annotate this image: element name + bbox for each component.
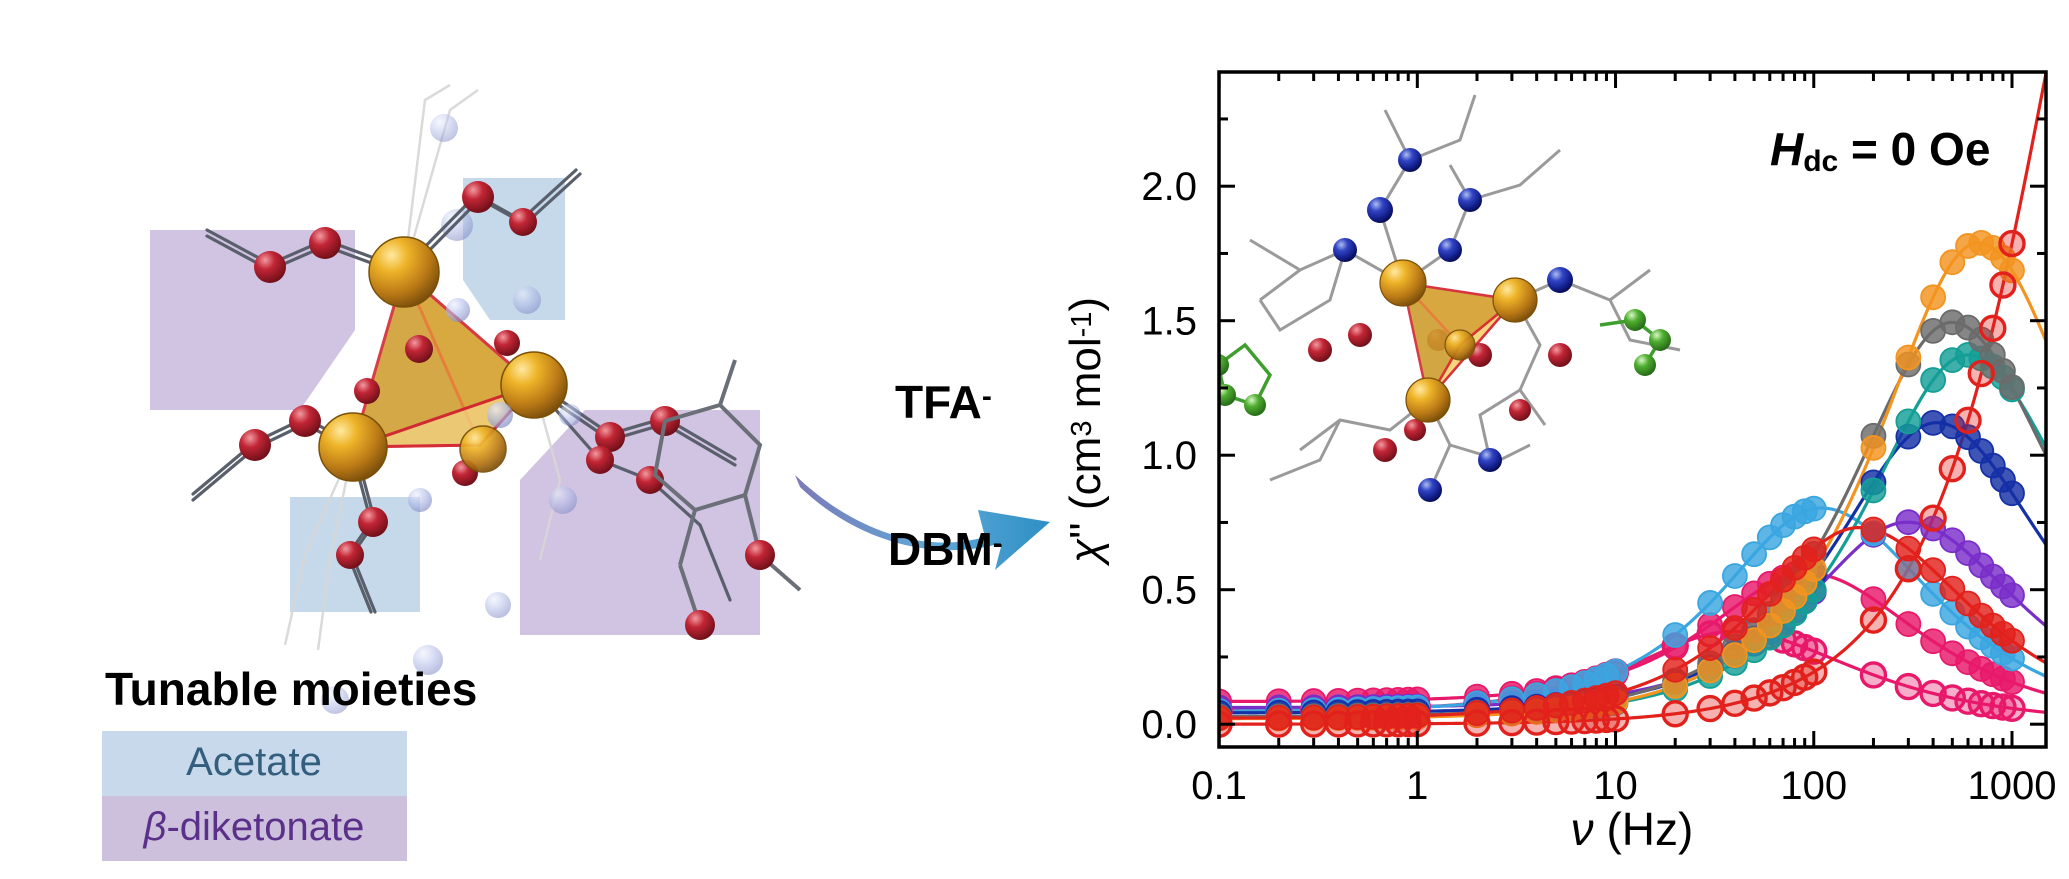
svg-text:β-diketonate: β-diketonate <box>143 805 365 849</box>
svg-text:Acetate: Acetate <box>186 740 322 784</box>
svg-text:10: 10 <box>1593 764 1638 808</box>
svg-text:1.5: 1.5 <box>1141 300 1197 344</box>
svg-text:1000: 1000 <box>1968 764 2057 808</box>
svg-text:DBM-: DBM- <box>888 523 1003 575</box>
svg-text:ν (Hz): ν (Hz) <box>1571 803 1694 855</box>
svg-text:1: 1 <box>1406 764 1428 808</box>
svg-text:TFA-: TFA- <box>895 376 992 428</box>
svg-text:100: 100 <box>1780 764 1847 808</box>
svg-text:χ'' (cm3 mol-1): χ'' (cm3 mol-1) <box>1061 297 1110 567</box>
svg-text:1.0: 1.0 <box>1141 434 1197 478</box>
svg-text:2.0: 2.0 <box>1141 165 1197 209</box>
svg-text:Tunable moieties: Tunable moieties <box>105 663 477 715</box>
svg-text:Hdc = 0 Oe: Hdc = 0 Oe <box>1770 123 1990 178</box>
svg-text:0.1: 0.1 <box>1191 764 1247 808</box>
svg-text:0.5: 0.5 <box>1141 569 1197 613</box>
svg-text:0.0: 0.0 <box>1141 703 1197 747</box>
